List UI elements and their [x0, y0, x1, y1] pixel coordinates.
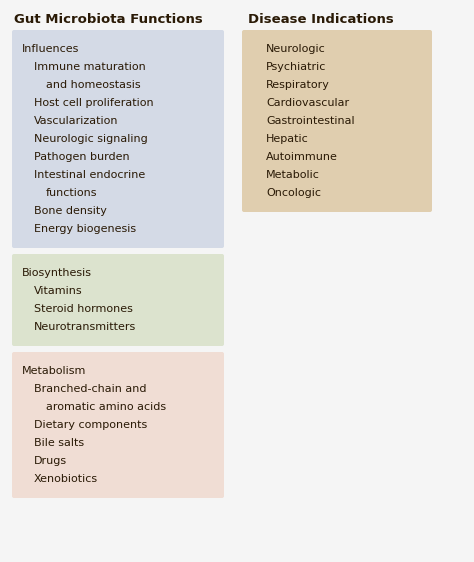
Text: Bone density: Bone density [34, 206, 107, 216]
Text: functions: functions [46, 188, 98, 198]
Text: aromatic amino acids: aromatic amino acids [46, 402, 166, 412]
Text: Neurotransmitters: Neurotransmitters [34, 322, 136, 332]
Text: Biosynthesis: Biosynthesis [22, 268, 92, 278]
Text: Host cell proliferation: Host cell proliferation [34, 98, 154, 108]
Text: Hepatic: Hepatic [266, 134, 309, 144]
Text: Pathogen burden: Pathogen burden [34, 152, 129, 162]
Text: Metabolic: Metabolic [266, 170, 320, 180]
Text: Energy biogenesis: Energy biogenesis [34, 224, 136, 234]
Text: Oncologic: Oncologic [266, 188, 321, 198]
Text: Dietary components: Dietary components [34, 420, 147, 430]
Text: Cardiovascular: Cardiovascular [266, 98, 349, 108]
Text: Metabolism: Metabolism [22, 366, 86, 376]
Text: Steroid hormones: Steroid hormones [34, 304, 133, 314]
FancyBboxPatch shape [12, 352, 224, 498]
Text: Bile salts: Bile salts [34, 438, 84, 448]
FancyBboxPatch shape [12, 30, 224, 248]
FancyBboxPatch shape [242, 30, 432, 212]
Text: Disease Indications: Disease Indications [248, 13, 394, 26]
Text: Influences: Influences [22, 44, 79, 54]
Text: Vitamins: Vitamins [34, 286, 82, 296]
Text: Branched-chain and: Branched-chain and [34, 384, 146, 394]
Text: Intestinal endocrine: Intestinal endocrine [34, 170, 145, 180]
Text: Respiratory: Respiratory [266, 80, 330, 90]
Text: Neurologic: Neurologic [266, 44, 326, 54]
FancyBboxPatch shape [12, 254, 224, 346]
Text: Gut Microbiota Functions: Gut Microbiota Functions [14, 13, 203, 26]
Text: Xenobiotics: Xenobiotics [34, 474, 98, 484]
Text: and homeostasis: and homeostasis [46, 80, 141, 90]
Text: Vascularization: Vascularization [34, 116, 118, 126]
Text: Immune maturation: Immune maturation [34, 62, 146, 72]
Text: Neurologic signaling: Neurologic signaling [34, 134, 148, 144]
Text: Drugs: Drugs [34, 456, 67, 466]
Text: Gastrointestinal: Gastrointestinal [266, 116, 355, 126]
Text: Psychiatric: Psychiatric [266, 62, 327, 72]
Text: Autoimmune: Autoimmune [266, 152, 338, 162]
